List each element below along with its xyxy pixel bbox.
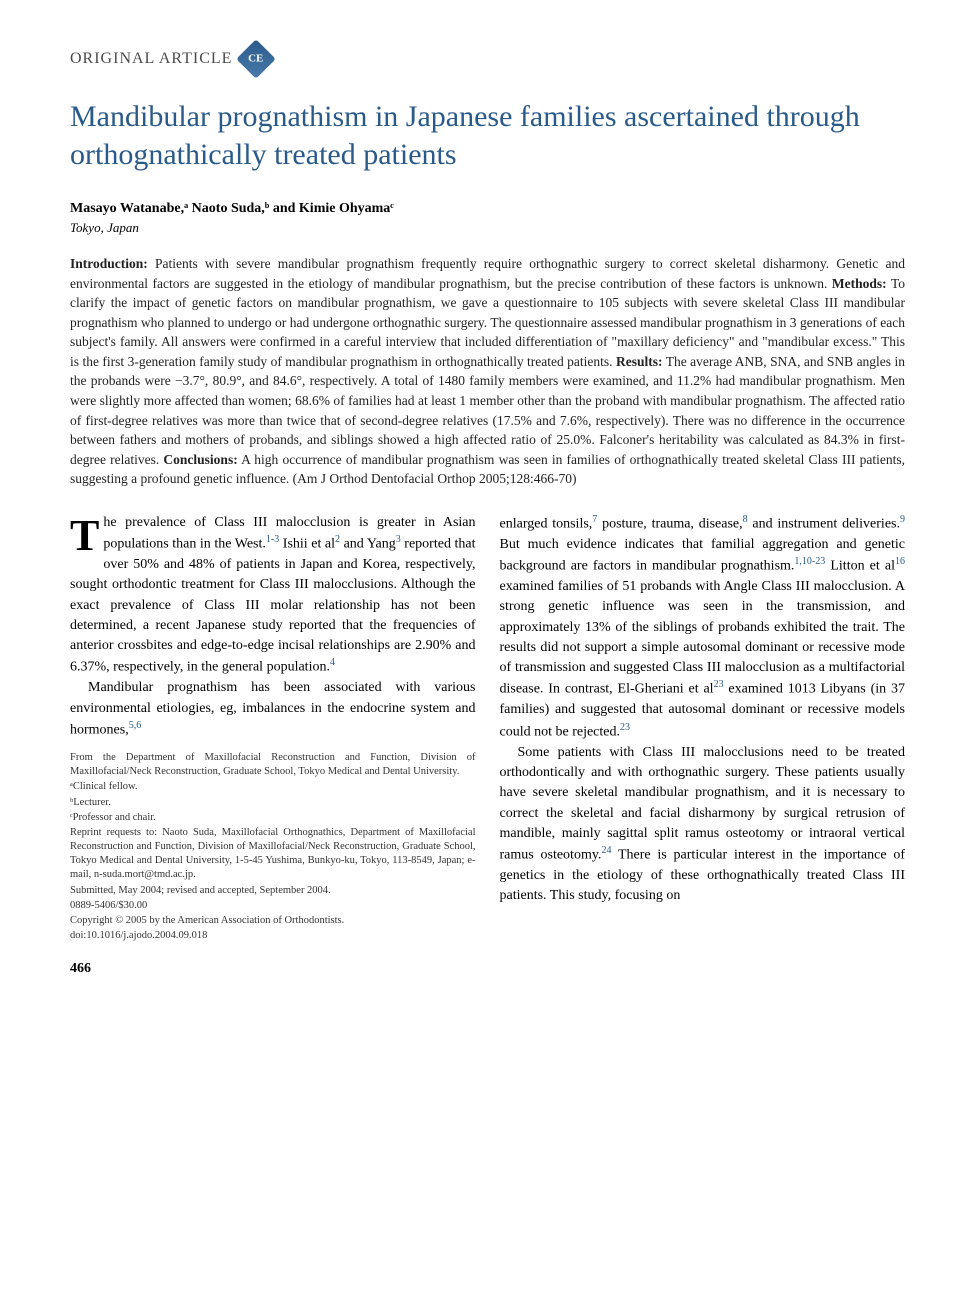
body-p2-g: examined families of 51 probands with An… [500,579,906,697]
body-p2-b: enlarged tonsils, [500,516,593,531]
footnote-b: ᵇLecturer. [70,796,476,810]
footnote-issn: 0889-5406/$30.00 [70,899,476,913]
ce-badge: CE [237,39,277,79]
footnote-a: ᵃClinical fellow. [70,780,476,794]
body-paragraph-2: Mandibular prognathism has been associat… [70,678,476,741]
ref-24: 24 [601,845,611,856]
page-number: 466 [70,961,905,977]
body-text: The prevalence of Class III malocclusion… [70,513,905,943]
footnote-c: ᶜProfessor and chair. [70,811,476,825]
author-location: Tokyo, Japan [70,220,905,236]
body-paragraph-2-cont: enlarged tonsils,7 posture, trauma, dise… [500,513,906,743]
ref-9: 9 [900,514,905,525]
footnote-submitted: Submitted, May 2004; revised and accepte… [70,884,476,898]
ref-1-10-23: 1,10-23 [794,556,825,567]
ce-badge-text: CE [249,53,264,65]
body-p2-c: posture, trauma, disease, [597,516,742,531]
ref-4: 4 [330,657,335,668]
footnote-affiliation: From the Department of Maxillofacial Rec… [70,751,476,779]
body-paragraph-1: The prevalence of Class III malocclusion… [70,513,476,679]
ref-23a: 23 [714,679,724,690]
abstract-intro-label: Introduction: [70,256,148,271]
body-p2-d: and instrument deliveries. [748,516,900,531]
article-title: Mandibular prognathism in Japanese famil… [70,98,905,173]
body-p1-b: Ishii et al [279,537,335,552]
abstract-results-label: Results: [616,354,663,369]
ref-5-6: 5,6 [129,720,142,731]
body-p3-a: Some patients with Class III malocclusio… [500,745,906,863]
authors-line: Masayo Watanabe,ᵃ Naoto Suda,ᵇ and Kimie… [70,201,905,217]
body-p1-d: reported that over 50% and 48% of patien… [70,537,476,675]
body-p1-c: and Yang [340,537,396,552]
footnote-doi: doi:10.1016/j.ajodo.2004.09.018 [70,929,476,943]
footnote-reprint: Reprint requests to: Naoto Suda, Maxillo… [70,826,476,883]
body-paragraph-3: Some patients with Class III malocclusio… [500,743,906,907]
ref-1-3: 1-3 [266,534,279,545]
abstract-intro-text: Patients with severe mandibular prognath… [70,256,905,291]
ref-23b: 23 [620,722,630,733]
footnote-copyright: Copyright © 2005 by the American Associa… [70,914,476,928]
dropcap: T [70,513,103,556]
ref-16: 16 [895,556,905,567]
section-label: ORIGINAL ARTICLE [70,50,232,68]
article-header: ORIGINAL ARTICLE CE [70,45,905,73]
abstract-conclusions-label: Conclusions: [163,452,237,467]
abstract-methods-label: Methods: [832,276,887,291]
abstract-results-text: The average ANB, SNA, and SNB angles in … [70,354,905,467]
footnotes-block: From the Department of Maxillofacial Rec… [70,751,476,943]
body-p2-f: Litton et al [825,559,895,574]
abstract-block: Introduction: Patients with severe mandi… [70,254,905,489]
